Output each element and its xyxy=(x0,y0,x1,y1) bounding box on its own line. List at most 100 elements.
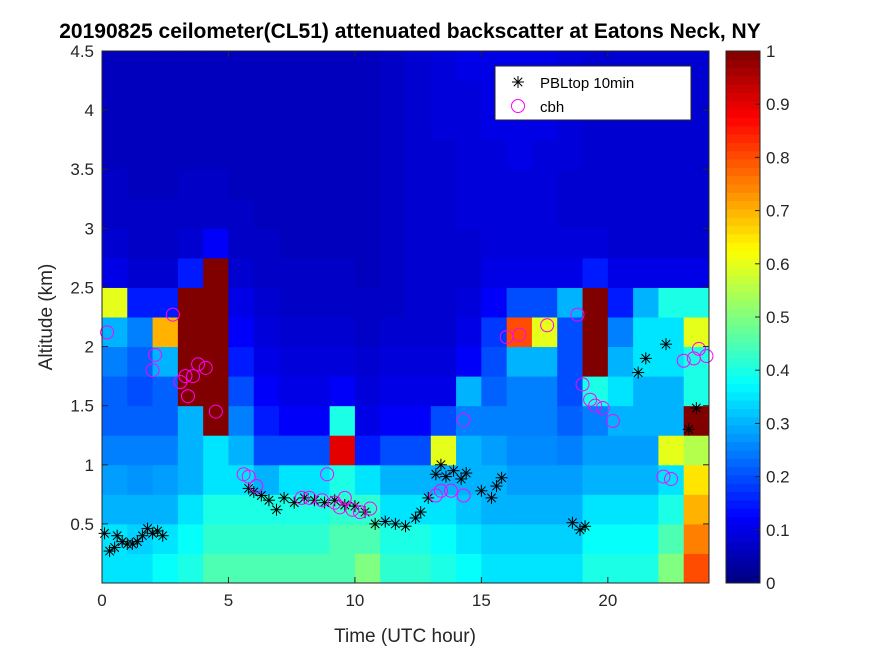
heatmap-cell xyxy=(177,228,204,259)
heatmap-cell xyxy=(329,257,356,288)
heatmap-cell xyxy=(658,228,685,259)
heatmap-cell xyxy=(506,523,533,554)
heatmap-cell xyxy=(203,464,229,495)
colorbar-segment xyxy=(726,225,760,235)
heatmap-cell xyxy=(354,51,381,82)
heatmap-cell xyxy=(405,376,432,407)
heatmap-cell xyxy=(633,523,659,554)
heatmap-cell xyxy=(177,110,204,141)
heatmap-cell xyxy=(127,553,154,584)
colorbar-segment xyxy=(726,533,760,542)
heatmap-cell xyxy=(253,553,280,584)
asterisk-stroke xyxy=(142,524,153,534)
heatmap-cell xyxy=(127,228,154,259)
heatmap-cell xyxy=(405,346,432,377)
heatmap-cell xyxy=(582,139,609,170)
heatmap-cell xyxy=(228,523,255,554)
x-tick-label: 10 xyxy=(345,591,364,610)
heatmap-cell xyxy=(203,110,229,141)
heatmap-cell xyxy=(582,257,609,288)
heatmap-cell xyxy=(506,139,533,170)
heatmap-cell xyxy=(228,287,255,318)
heatmap-cell xyxy=(430,228,457,259)
heatmap-cell xyxy=(607,405,634,436)
heatmap-cell xyxy=(531,405,558,436)
heatmap-cell xyxy=(481,435,508,466)
axes-box xyxy=(101,50,710,584)
heatmap-cell xyxy=(683,139,710,170)
heatmap-cell xyxy=(380,198,406,229)
heatmap-cell xyxy=(506,405,533,436)
colorbar-tick-label: 0.2 xyxy=(766,468,790,487)
heatmap-cell xyxy=(304,139,331,170)
heatmap-cell xyxy=(633,139,659,170)
legend-box xyxy=(494,65,692,121)
heatmap-cell xyxy=(203,376,229,407)
heatmap-cell xyxy=(683,169,710,200)
heatmap-cell xyxy=(456,523,482,554)
heatmap-cell xyxy=(203,287,229,318)
heatmap-cell xyxy=(380,435,406,466)
heatmap-cell xyxy=(582,198,609,229)
heatmap-cell xyxy=(430,80,457,111)
heatmap-cell xyxy=(658,139,685,170)
heatmap-cell xyxy=(279,464,305,495)
heatmap-cell xyxy=(203,405,229,436)
heatmap-cell xyxy=(531,169,558,200)
heatmap-cell xyxy=(557,346,584,377)
heatmap-cell xyxy=(658,494,685,525)
pbl-point xyxy=(409,511,422,524)
heatmap-cell xyxy=(658,257,685,288)
heatmap-cell xyxy=(557,435,584,466)
heatmap-cell xyxy=(607,139,634,170)
heatmap-cell xyxy=(430,553,457,584)
heatmap-cell xyxy=(279,435,305,466)
heatmap-cell xyxy=(607,169,634,200)
cbh-point xyxy=(664,471,679,486)
heatmap-cell xyxy=(177,464,204,495)
heatmap-cell xyxy=(633,287,659,318)
colorbar-segment xyxy=(726,300,760,310)
heatmap-cell xyxy=(582,346,609,377)
heatmap-cell xyxy=(531,464,558,495)
heatmap-cell xyxy=(152,139,179,170)
cbh-point xyxy=(198,360,213,375)
colorbar-segment xyxy=(726,150,760,160)
colorbar-segment xyxy=(726,200,760,210)
y-tick-label: 4 xyxy=(85,101,94,120)
heatmap-cell xyxy=(430,494,457,525)
heatmap-cell xyxy=(127,169,154,200)
asterisk-stroke xyxy=(691,403,701,413)
heatmap-cell xyxy=(329,139,356,170)
heatmap-cell xyxy=(430,169,457,200)
heatmap-cell xyxy=(203,80,229,111)
heatmap-cell xyxy=(127,257,154,288)
pbl-point xyxy=(690,402,703,415)
heatmap-cell xyxy=(582,553,609,584)
heatmap-cell xyxy=(582,494,609,525)
heatmap-cell xyxy=(253,376,280,407)
heatmap-cell xyxy=(203,51,229,82)
heatmap-cell xyxy=(607,464,634,495)
colorbar-tick-label: 0.7 xyxy=(766,202,790,221)
heatmap-cell xyxy=(304,376,331,407)
heatmap-cell xyxy=(228,405,255,436)
heatmap-cell xyxy=(557,553,584,584)
heatmap-cell xyxy=(430,523,457,554)
heatmap-cell xyxy=(633,169,659,200)
pbl-point xyxy=(490,480,503,493)
colorbar-segment xyxy=(726,524,760,534)
colorbar-tick-label: 0.9 xyxy=(766,95,790,114)
heatmap-cell xyxy=(683,346,710,377)
heatmap-cell xyxy=(557,287,584,318)
heatmap-cell xyxy=(633,553,659,584)
heatmap-cell xyxy=(481,376,508,407)
heatmap-cell xyxy=(127,376,154,407)
heatmap-cell xyxy=(481,228,508,259)
heatmap-cell xyxy=(506,257,533,288)
heatmap-cell xyxy=(127,405,154,436)
heatmap-cell xyxy=(405,51,432,82)
heatmap-cell xyxy=(481,553,508,584)
heatmap-cell xyxy=(203,494,229,525)
heatmap-cell xyxy=(405,80,432,111)
